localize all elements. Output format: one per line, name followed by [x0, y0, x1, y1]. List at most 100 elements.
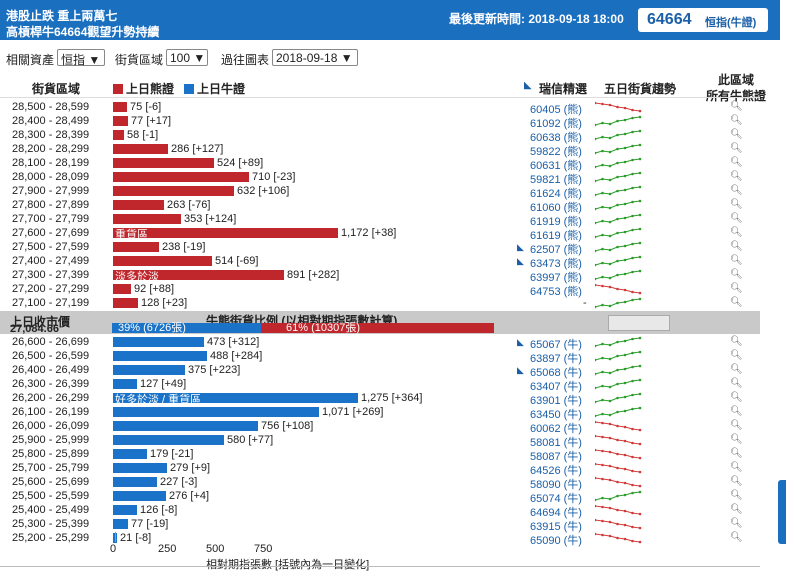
ubs-star-icon: ◣ — [517, 256, 524, 266]
bear-bar — [113, 158, 214, 168]
warrant-code-link[interactable]: 61092 (熊) — [530, 118, 582, 130]
search-icon[interactable]: 🔍︎ — [730, 283, 743, 294]
warrant-code-link[interactable]: 58081 (牛) — [530, 437, 582, 449]
bar-value: 891 [+282] — [287, 269, 340, 281]
warrant-code-link[interactable]: 65067 (牛) — [530, 339, 582, 351]
table-row: 25,400 - 25,499 126 [-8] 64694 (牛) 🔍︎ — [0, 503, 760, 519]
search-icon[interactable]: 🔍︎ — [730, 490, 743, 501]
warrant-code-badge[interactable]: 64664 恒指(牛證) — [638, 8, 768, 32]
search-icon[interactable]: 🔍︎ — [730, 434, 743, 445]
search-icon[interactable]: 🔍︎ — [730, 462, 743, 473]
warrant-code-link[interactable]: 65090 (牛) — [530, 535, 582, 547]
search-icon[interactable]: 🔍︎ — [730, 115, 743, 126]
table-row: 27,500 - 27,599 238 [-19] ◣ 62507 (熊) 🔍︎ — [0, 240, 760, 256]
search-icon[interactable]: 🔍︎ — [730, 129, 743, 140]
search-icon[interactable]: 🔍︎ — [730, 241, 743, 252]
warrant-code-link[interactable]: 59821 (熊) — [530, 174, 582, 186]
warrant-code-link[interactable]: 60405 (熊) — [530, 104, 582, 116]
warrant-code-link[interactable]: 58087 (牛) — [530, 451, 582, 463]
warrant-code-link[interactable]: 62507 (熊) — [530, 244, 582, 256]
bull-bar — [113, 449, 147, 459]
header-bar: 港股止跌 重上兩萬七 高槓桿牛64664觀望升勢持續 最後更新時間: 2018-… — [0, 0, 780, 40]
table-row: 28,400 - 28,499 77 [+17] 61092 (熊) 🔍︎ — [0, 114, 760, 130]
chart-label: 過往圖表 — [221, 53, 270, 67]
warrant-code-link[interactable]: 61060 (熊) — [530, 202, 582, 214]
zone-range: 26,400 - 26,499 — [12, 364, 90, 376]
search-icon[interactable]: 🔍︎ — [730, 476, 743, 487]
trend-sparkline — [593, 518, 642, 530]
zone-tag: 重貨區 — [115, 229, 148, 241]
warrant-code-link[interactable]: 65074 (牛) — [530, 493, 582, 505]
trend-sparkline — [593, 129, 642, 141]
bar-value: 353 [+124] — [184, 213, 237, 225]
search-icon[interactable]: 🔍︎ — [730, 336, 743, 347]
prev-close-value: 27,084.66 — [10, 323, 59, 335]
bar-value: 710 [-23] — [252, 171, 296, 183]
warrant-code-link[interactable]: 64753 (熊) — [530, 286, 582, 298]
bear-ratio-bar: 61% (10307張) — [261, 323, 494, 334]
prev-close-label: 上日收市價 — [10, 315, 71, 329]
asset-select[interactable]: 恒指 ▼ — [57, 49, 105, 67]
zone-range: 27,600 - 27,699 — [12, 227, 90, 239]
search-icon[interactable]: 🔍︎ — [730, 518, 743, 529]
warrant-code-link[interactable]: 63407 (牛) — [530, 381, 582, 393]
warrant-code-link[interactable]: 63450 (牛) — [530, 409, 582, 421]
search-icon[interactable]: 🔍︎ — [730, 227, 743, 238]
search-icon[interactable]: 🔍︎ — [730, 199, 743, 210]
search-icon[interactable]: 🔍︎ — [730, 157, 743, 168]
ratio-band: 上日收市價 27,084.66 牛熊街貨比例 (以相對期指張數計算) 39% (… — [0, 311, 760, 335]
search-icon[interactable]: 🔍︎ — [730, 255, 743, 266]
horizontal-divider — [0, 566, 760, 570]
search-icon[interactable]: 🔍︎ — [730, 185, 743, 196]
search-icon[interactable]: 🔍︎ — [730, 213, 743, 224]
table-row: 26,300 - 26,399 127 [+49] 63407 (牛) 🔍︎ — [0, 377, 760, 393]
bear-bar — [113, 298, 138, 308]
warrant-code-link[interactable]: 61624 (熊) — [530, 188, 582, 200]
search-icon[interactable]: 🔍︎ — [730, 406, 743, 417]
search-icon[interactable]: 🔍︎ — [730, 297, 743, 308]
legend-bear: 上日熊證 — [113, 80, 174, 97]
search-icon[interactable]: 🔍︎ — [730, 504, 743, 515]
warrant-code-link[interactable]: 64526 (牛) — [530, 465, 582, 477]
side-feedback-tab[interactable] — [778, 480, 786, 544]
zone-select[interactable]: 100 ▼ — [166, 49, 208, 66]
search-icon[interactable]: 🔍︎ — [730, 364, 743, 375]
search-icon[interactable]: 🔍︎ — [730, 532, 743, 543]
headline-line2[interactable]: 高槓桿牛64664觀望升勢持續 — [6, 25, 160, 39]
x-axis-tick: 750 — [254, 543, 273, 555]
chart-date-select[interactable]: 2018-09-18 ▼ — [272, 49, 358, 66]
warrant-code-link[interactable]: 65068 (牛) — [530, 367, 582, 379]
warrant-code-link[interactable]: 63915 (牛) — [530, 521, 582, 533]
search-icon[interactable]: 🔍︎ — [730, 420, 743, 431]
warrant-code-link[interactable]: 58090 (牛) — [530, 479, 582, 491]
warrant-code-link[interactable]: 64694 (牛) — [530, 507, 582, 519]
x-axis-label: 相對期指張數 [括號內為一日變化] — [206, 559, 370, 571]
search-icon[interactable]: 🔍︎ — [730, 448, 743, 459]
warrant-code-link[interactable]: 60631 (熊) — [530, 160, 582, 172]
search-icon[interactable]: 🔍︎ — [730, 392, 743, 403]
search-icon[interactable]: 🔍︎ — [730, 101, 743, 112]
search-icon[interactable]: 🔍︎ — [730, 269, 743, 280]
table-row: 28,500 - 28,599 75 [-6] 60405 (熊) 🔍︎ — [0, 100, 760, 116]
bear-bar — [113, 214, 181, 224]
zone-range: 26,100 - 26,199 — [12, 406, 90, 418]
search-icon[interactable]: 🔍︎ — [730, 378, 743, 389]
warrant-code-link[interactable]: 59822 (熊) — [530, 146, 582, 158]
warrant-code-link[interactable]: 63897 (牛) — [530, 353, 582, 365]
warrant-code-link[interactable]: 63473 (熊) — [530, 258, 582, 270]
headline-line1[interactable]: 港股止跌 重上兩萬七 — [6, 9, 118, 23]
last-updated: 最後更新時間: 2018-09-18 18:00 — [449, 12, 624, 26]
search-icon[interactable]: 🔍︎ — [730, 350, 743, 361]
warrant-code-link[interactable]: 61619 (熊) — [530, 230, 582, 242]
warrant-code-link[interactable]: 63997 (熊) — [530, 272, 582, 284]
bar-value: 524 [+89] — [217, 157, 264, 169]
trend-sparkline — [593, 406, 642, 418]
warrant-code-link[interactable]: 63901 (牛) — [530, 395, 582, 407]
warrant-code-link[interactable]: 60062 (牛) — [530, 423, 582, 435]
warrant-code-link[interactable]: 60638 (熊) — [530, 132, 582, 144]
bear-bar — [113, 172, 249, 182]
trend-sparkline — [593, 171, 642, 183]
search-icon[interactable]: 🔍︎ — [730, 171, 743, 182]
search-icon[interactable]: 🔍︎ — [730, 143, 743, 154]
warrant-code-link[interactable]: 61919 (熊) — [530, 216, 582, 228]
